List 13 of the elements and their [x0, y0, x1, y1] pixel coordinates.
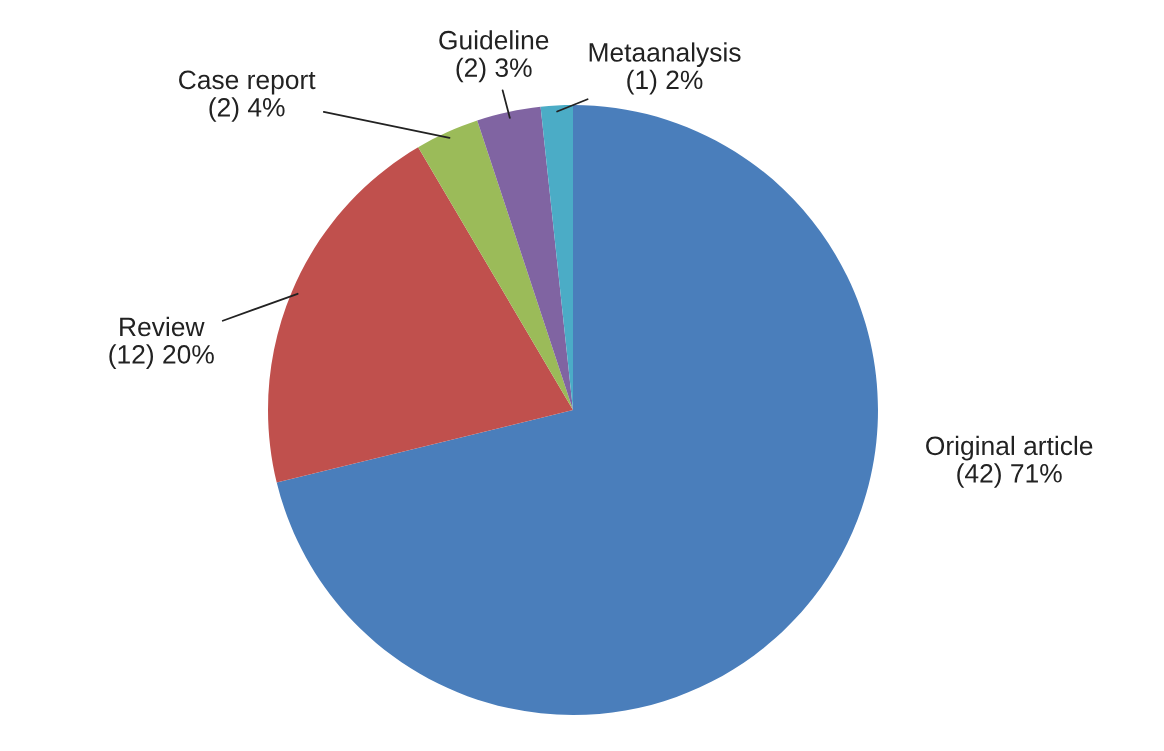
- data-label: (42) 71%: [957, 463, 1062, 488]
- slice-label: Metaanalysis: [589, 42, 741, 67]
- pie-slice: [477, 106, 573, 410]
- slice-label: Guideline: [439, 30, 549, 50]
- data-label: (2) 3%: [456, 57, 532, 83]
- pie-slice: [268, 147, 573, 483]
- slice-label: Review: [120, 316, 205, 337]
- data-label: (2) 4%: [209, 97, 285, 122]
- pie-slice: [418, 120, 573, 410]
- slice-label: Case report: [179, 70, 316, 95]
- data-label: (12) 20%: [109, 344, 214, 369]
- data-label: (1) 2%: [627, 69, 703, 95]
- slice-label: Original article: [926, 435, 1093, 461]
